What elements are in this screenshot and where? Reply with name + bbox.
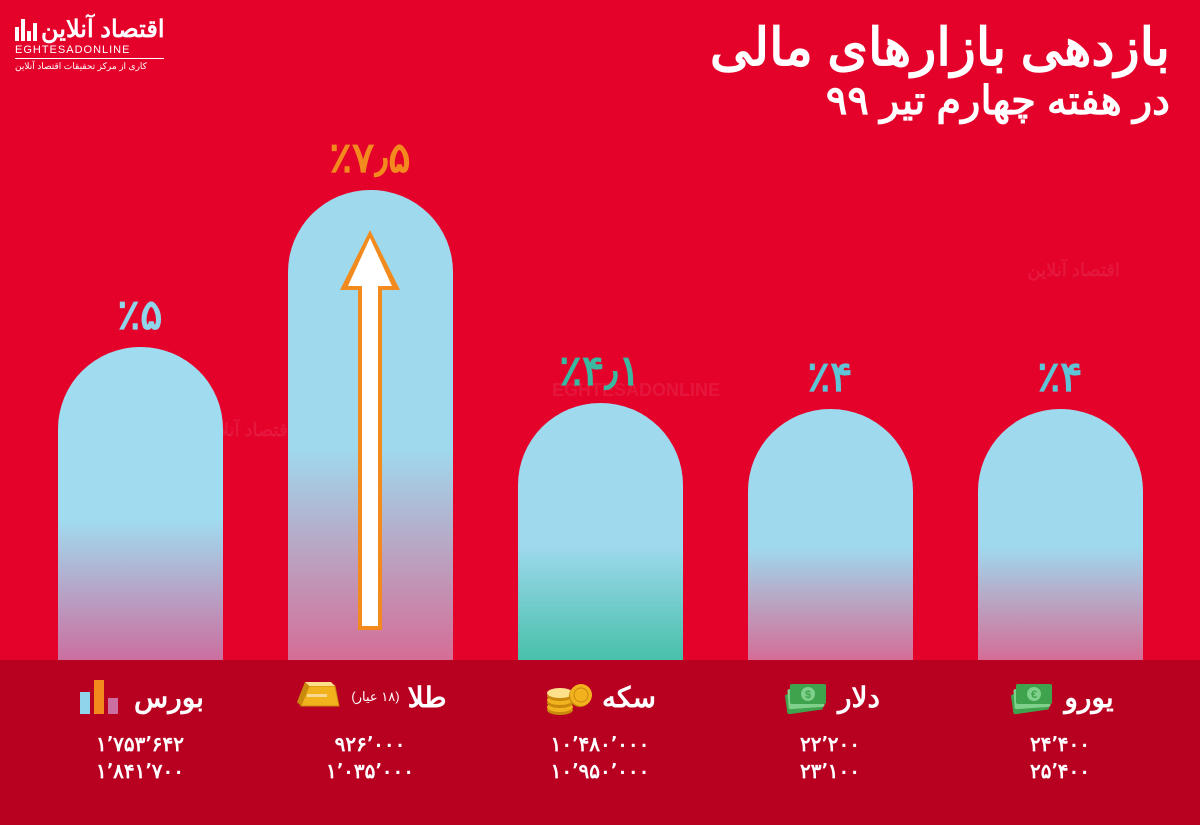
bar-euro: ٪۴ — [963, 352, 1158, 660]
svg-text:$: $ — [805, 689, 811, 701]
footer-col-coin: سکه ۱۰٬۴۸۰٬۰۰۰۱۰٬۹۵۰٬۰۰۰ — [503, 672, 698, 825]
returns-bar-chart: ٪۵٪۷٫۵٪۴٫۱٪۴٪۴ — [0, 170, 1200, 660]
brand-logo: اقتصاد آنلاین EGHTESADONLINE کاری از مرک… — [15, 15, 164, 72]
bar-shape-bourse — [58, 347, 223, 660]
footer-val2-euro: ۲۵٬۴۰۰ — [1030, 759, 1090, 784]
footer-val2-dollar: ۲۳٬۱۰۰ — [800, 759, 860, 784]
coins-icon — [544, 672, 594, 722]
footer-col-bourse: بورس ۱٬۷۵۳٬۶۴۲۱٬۸۴۱٬۷۰۰ — [43, 672, 238, 825]
footer-val2-bourse: ۱٬۸۴۱٬۷۰۰ — [96, 759, 184, 784]
bar-gold: ٪۷٫۵ — [273, 133, 468, 660]
footer-label-sub-gold: (۱۸ عیار) — [351, 689, 399, 705]
footer-col-dollar: دلار $۲۲٬۲۰۰۲۳٬۱۰۰ — [733, 672, 928, 825]
arrow-up-icon — [340, 210, 400, 650]
footer-val1-dollar: ۲۲٬۲۰۰ — [800, 732, 860, 757]
bar-shape-dollar — [748, 409, 913, 660]
bar-pct-dollar: ٪۴ — [807, 352, 852, 401]
footer-val1-bourse: ۱٬۷۵۳٬۶۴۲ — [96, 732, 184, 757]
footer-label-gold: طلا — [408, 681, 447, 714]
footer-label-euro: یورو — [1064, 681, 1113, 714]
footer-val2-coin: ۱۰٬۹۵۰٬۰۰۰ — [551, 759, 650, 784]
logo-bars-icon — [15, 19, 37, 41]
dollar-icon: $ — [780, 672, 830, 722]
gold-icon — [293, 672, 343, 722]
stocks-icon — [76, 672, 126, 722]
logo-tagline: کاری از مرکز تحقیقات اقتصاد آنلاین — [15, 61, 164, 72]
footer-col-euro: یورو €۲۴٬۴۰۰۲۵٬۴۰۰ — [963, 672, 1158, 825]
logo-text-fa: اقتصاد آنلاین — [41, 15, 164, 44]
markets-footer: بورس ۱٬۷۵۳٬۶۴۲۱٬۸۴۱٬۷۰۰ طلا (۱۸ عیار) ۹۲۶٬۰۰… — [0, 660, 1200, 825]
bar-pct-coin: ٪۴٫۱ — [559, 346, 640, 395]
footer-label-bourse: بورس — [134, 681, 204, 714]
bar-pct-gold: ٪۷٫۵ — [329, 133, 410, 182]
bar-coin: ٪۴٫۱ — [503, 346, 698, 660]
title-line1: بازدهی بازارهای مالی — [710, 20, 1170, 77]
logo-text-en: EGHTESADONLINE — [15, 44, 164, 59]
footer-label-coin: سکه — [602, 681, 656, 714]
footer-label-dollar: دلار — [838, 681, 880, 714]
bar-shape-gold — [288, 190, 453, 660]
bar-shape-coin — [518, 403, 683, 660]
svg-text:€: € — [1031, 689, 1037, 701]
bar-bourse: ٪۵ — [43, 290, 238, 660]
euro-icon: € — [1006, 672, 1056, 722]
footer-val1-coin: ۱۰٬۴۸۰٬۰۰۰ — [551, 732, 650, 757]
bar-pct-euro: ٪۴ — [1037, 352, 1082, 401]
title-line2: در هفته چهارم تیر ۹۹ — [710, 77, 1170, 125]
bar-dollar: ٪۴ — [733, 352, 928, 660]
footer-val1-euro: ۲۴٬۴۰۰ — [1030, 732, 1090, 757]
footer-val1-gold: ۹۲۶٬۰۰۰ — [335, 732, 406, 757]
bar-pct-bourse: ٪۵ — [117, 290, 162, 339]
bar-shape-euro — [978, 409, 1143, 660]
footer-val2-gold: ۱٬۰۳۵٬۰۰۰ — [326, 759, 414, 784]
footer-col-gold: طلا (۱۸ عیار) ۹۲۶٬۰۰۰۱٬۰۳۵٬۰۰۰ — [273, 672, 468, 825]
page-title: بازدهی بازارهای مالی در هفته چهارم تیر ۹… — [710, 20, 1170, 125]
